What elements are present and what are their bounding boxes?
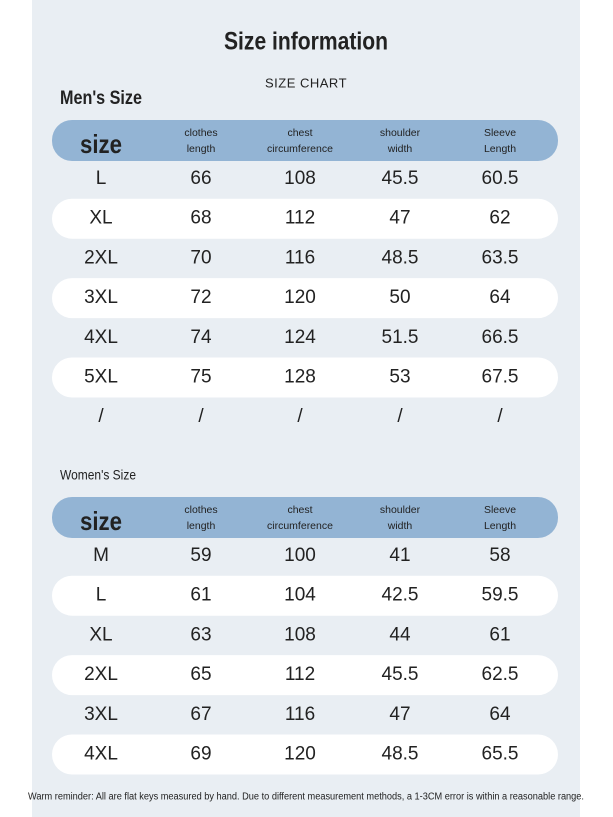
cell: 47 xyxy=(389,208,410,229)
cell: 60.5 xyxy=(482,168,519,189)
cell: 65 xyxy=(190,664,211,685)
row-band xyxy=(52,198,558,239)
cell: 3XL xyxy=(84,704,118,725)
cell: 65.5 xyxy=(482,744,519,765)
column-header: Length xyxy=(484,520,516,532)
cell: 59.5 xyxy=(482,585,519,606)
row-band xyxy=(52,734,558,775)
section-title: Men's Size xyxy=(60,88,142,109)
cell: 50 xyxy=(389,287,410,308)
cell: / xyxy=(297,406,303,427)
cell: 69 xyxy=(190,744,211,765)
cell: 67.5 xyxy=(482,367,519,388)
column-header: width xyxy=(387,520,413,532)
cell: / xyxy=(497,406,503,427)
row-band xyxy=(52,357,558,398)
cell: 74 xyxy=(190,327,212,348)
cell: 2XL xyxy=(84,664,118,685)
header-bar xyxy=(52,497,558,538)
cell: 42.5 xyxy=(382,585,419,606)
column-header: length xyxy=(187,143,216,155)
column-header: clothes xyxy=(184,127,217,139)
cell: 58 xyxy=(489,545,510,566)
cell: 45.5 xyxy=(382,664,419,685)
cell: 75 xyxy=(190,367,211,388)
column-header: circumference xyxy=(267,520,333,532)
column-header: Length xyxy=(484,143,516,155)
row-band xyxy=(52,575,558,616)
cell: XL xyxy=(89,624,112,645)
column-header: shoulder xyxy=(380,127,421,139)
cell: 108 xyxy=(284,168,316,189)
cell: 108 xyxy=(284,624,316,645)
cell: / xyxy=(397,406,403,427)
cell: 112 xyxy=(285,208,315,229)
cell: 44 xyxy=(389,624,411,645)
cell: 41 xyxy=(389,545,410,566)
column-header: chest xyxy=(287,127,312,139)
cell: / xyxy=(198,406,204,427)
column-header: width xyxy=(387,143,413,155)
cell: 47 xyxy=(389,704,410,725)
cell: 70 xyxy=(190,247,211,268)
cell: 63 xyxy=(190,624,211,645)
cell: M xyxy=(93,545,109,566)
cell: 48.5 xyxy=(382,247,419,268)
cell: 120 xyxy=(284,287,316,308)
cell: 64 xyxy=(489,287,511,308)
cell: 66 xyxy=(190,168,211,189)
column-header: chest xyxy=(287,504,312,516)
header-bar xyxy=(52,120,558,161)
cell: 53 xyxy=(389,367,410,388)
cell: XL xyxy=(89,208,112,229)
cell: 67 xyxy=(190,704,211,725)
cell: 128 xyxy=(284,367,316,388)
column-header: size xyxy=(80,129,122,159)
cell: 63.5 xyxy=(482,247,519,268)
cell: 72 xyxy=(190,287,211,308)
column-header: length xyxy=(187,520,216,532)
cell: L xyxy=(96,585,107,606)
column-header: Sleeve xyxy=(484,127,516,139)
cell: 66.5 xyxy=(482,327,519,348)
column-header: circumference xyxy=(267,143,333,155)
row-band xyxy=(52,655,558,696)
cell: 64 xyxy=(489,704,511,725)
cell: 62 xyxy=(489,208,510,229)
cell: 4XL xyxy=(84,327,118,348)
column-header: size xyxy=(80,506,122,536)
title: Size information xyxy=(224,28,388,56)
cell: 116 xyxy=(285,247,315,268)
cell: 3XL xyxy=(84,287,118,308)
subtitle: SIZE CHART xyxy=(265,75,347,90)
cell: 48.5 xyxy=(382,744,419,765)
cell: 59 xyxy=(190,545,211,566)
cell: 116 xyxy=(285,704,315,725)
cell: 68 xyxy=(190,208,211,229)
row-band xyxy=(52,278,558,319)
column-header: clothes xyxy=(184,504,217,516)
cell: 61 xyxy=(190,585,211,606)
cell: 45.5 xyxy=(382,168,419,189)
cell: 104 xyxy=(284,585,316,606)
cell: L xyxy=(96,168,107,189)
section-title: Women's Size xyxy=(60,467,136,483)
cell: 51.5 xyxy=(382,327,419,348)
footer-note: Warm reminder: All are flat keys measure… xyxy=(28,792,584,803)
cell: 124 xyxy=(284,327,316,348)
column-header: shoulder xyxy=(380,504,421,516)
cell: 5XL xyxy=(84,367,118,388)
column-header: Sleeve xyxy=(484,504,516,516)
cell: / xyxy=(98,406,104,427)
cell: 4XL xyxy=(84,744,118,765)
cell: 100 xyxy=(284,545,316,566)
cell: 61 xyxy=(489,624,510,645)
cell: 112 xyxy=(285,664,315,685)
cell: 120 xyxy=(284,744,316,765)
cell: 62.5 xyxy=(482,664,519,685)
cell: 2XL xyxy=(84,247,118,268)
